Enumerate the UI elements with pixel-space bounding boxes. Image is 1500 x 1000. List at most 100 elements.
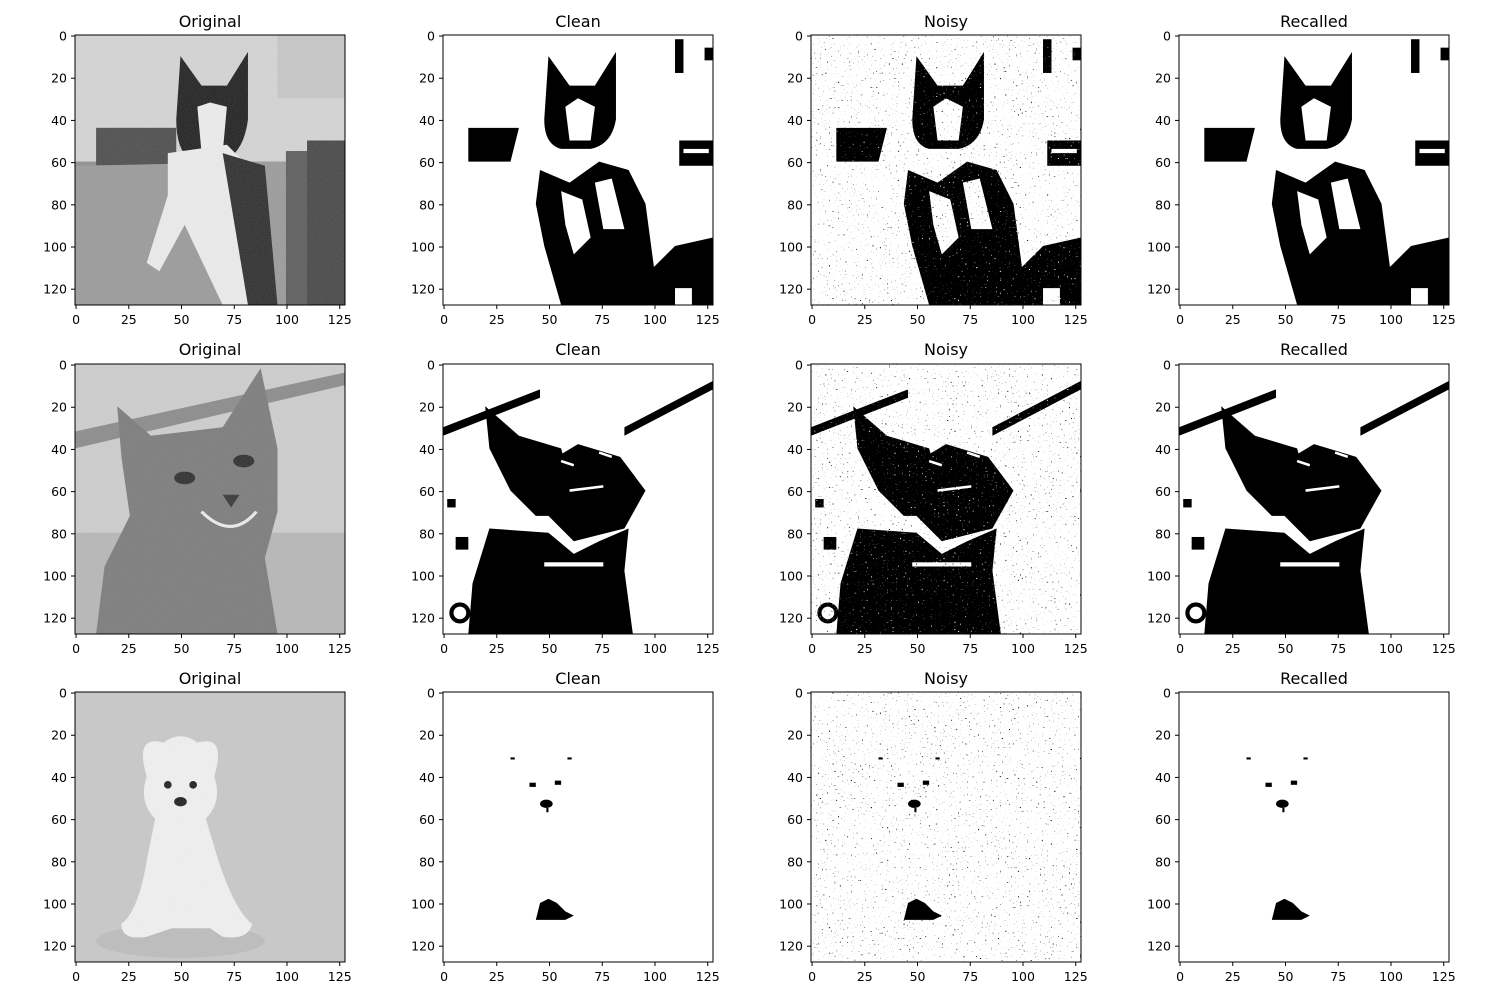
y-tick-label: 100	[1147, 568, 1171, 583]
y-tick-label: 0	[427, 29, 435, 44]
x-tick-label: 125	[1432, 312, 1456, 327]
x-tick-label: 0	[440, 641, 448, 656]
y-tick-label: 120	[43, 611, 67, 626]
axes-r1-c1: 0 25 50 75 100 125 0 20 40 60 80 100 120	[43, 29, 352, 327]
y-tick-label: 20	[419, 728, 435, 743]
axis-frame	[810, 363, 1082, 635]
x-tick-label: 75	[226, 312, 242, 327]
y-tick-label: 80	[419, 526, 435, 541]
y-tick-label: 60	[419, 484, 435, 499]
y-tick-label: 120	[779, 611, 803, 626]
panel-title-clean: Clean	[555, 12, 600, 31]
image-recalled-row3	[1179, 692, 1449, 962]
x-tick-label: 75	[962, 641, 978, 656]
y-tick-label: 0	[1163, 29, 1171, 44]
y-tick-label: 0	[1163, 358, 1171, 373]
y-tick-label: 40	[787, 113, 803, 128]
x-tick-label: 125	[1064, 969, 1088, 984]
y-tick-label: 100	[43, 896, 67, 911]
y-tick-label: 120	[43, 282, 67, 297]
y-tick-label: 100	[411, 239, 435, 254]
axis-frame	[442, 363, 714, 635]
image-noisy-row2	[811, 364, 1081, 634]
y-tick-label: 60	[787, 155, 803, 170]
x-tick-label: 100	[1379, 312, 1403, 327]
x-tick-label: 100	[275, 312, 299, 327]
x-tick-label: 25	[121, 969, 137, 984]
x-tick-label: 125	[696, 312, 720, 327]
y-tick-label: 40	[51, 770, 67, 785]
x-tick-label: 125	[696, 641, 720, 656]
x-tick-label: 50	[542, 312, 558, 327]
x-tick-label: 0	[808, 641, 816, 656]
x-tick-label: 25	[121, 641, 137, 656]
image-original-row3	[75, 692, 345, 962]
x-tick-label: 0	[440, 312, 448, 327]
y-tick-label: 100	[779, 896, 803, 911]
x-tick-label: 25	[489, 641, 505, 656]
x-tick-label: 0	[808, 969, 816, 984]
axis-frame	[810, 691, 1082, 963]
panel-title-noisy: Noisy	[924, 340, 968, 359]
x-tick-label: 50	[910, 641, 926, 656]
x-tick-label: 125	[1432, 641, 1456, 656]
y-tick-label: 60	[51, 812, 67, 827]
x-tick-label: 0	[72, 312, 80, 327]
y-tick-label: 100	[43, 239, 67, 254]
y-tick-label: 40	[1155, 442, 1171, 457]
image-recalled-row2	[1179, 364, 1449, 634]
x-tick-label: 50	[910, 969, 926, 984]
axis-frame	[1178, 34, 1450, 306]
x-tick-label: 50	[542, 641, 558, 656]
x-tick-label: 75	[962, 312, 978, 327]
y-tick-label: 120	[1147, 939, 1171, 954]
y-tick-label: 120	[411, 611, 435, 626]
x-tick-label: 125	[696, 969, 720, 984]
x-tick-label: 50	[174, 641, 190, 656]
x-tick-label: 0	[440, 969, 448, 984]
x-tick-label: 50	[174, 969, 190, 984]
x-tick-label: 125	[1064, 641, 1088, 656]
x-tick-label: 75	[1330, 312, 1346, 327]
y-tick-label: 80	[787, 854, 803, 869]
x-tick-label: 75	[1330, 641, 1346, 656]
axes-layer: 0 25 50 75 100 125 0 20 40 60 80 100 120 0 25 50 75 100 12…	[43, 29, 1456, 984]
x-tick-label: 75	[226, 641, 242, 656]
y-tick-label: 20	[419, 71, 435, 86]
y-tick-label: 80	[419, 854, 435, 869]
y-tick-label: 120	[411, 282, 435, 297]
panel-title-noisy: Noisy	[924, 12, 968, 31]
x-tick-label: 100	[643, 312, 667, 327]
image-clean-row2	[443, 364, 713, 634]
axes-r1-c3: 0 25 50 75 100 125 0 20 40 60 80 100 120	[779, 29, 1088, 327]
panel-title-original: Original	[179, 340, 242, 359]
x-tick-label: 125	[328, 312, 352, 327]
y-tick-label: 0	[1163, 686, 1171, 701]
y-tick-label: 80	[787, 197, 803, 212]
y-tick-label: 20	[787, 400, 803, 415]
y-tick-label: 0	[59, 29, 67, 44]
panel-title-noisy: Noisy	[924, 669, 968, 688]
y-tick-label: 40	[787, 770, 803, 785]
y-tick-label: 0	[795, 686, 803, 701]
y-tick-label: 80	[419, 197, 435, 212]
axes-r3-c4: 0 25 50 75 100 125 0 20 40 60 80 100 120	[1147, 686, 1456, 984]
panel-title-clean: Clean	[555, 340, 600, 359]
image-noisy-row3	[811, 692, 1081, 962]
panel-title-recalled: Recalled	[1280, 12, 1348, 31]
axis-frame	[1178, 691, 1450, 963]
x-tick-label: 100	[275, 641, 299, 656]
panel-title-original: Original	[179, 669, 242, 688]
y-tick-label: 120	[43, 939, 67, 954]
image-clean-row3	[443, 692, 713, 962]
axis-frame	[810, 34, 1082, 306]
panel-title-original: Original	[179, 12, 242, 31]
x-tick-label: 125	[1432, 969, 1456, 984]
y-tick-label: 40	[419, 113, 435, 128]
y-tick-label: 60	[787, 484, 803, 499]
y-tick-label: 120	[411, 939, 435, 954]
y-tick-label: 20	[51, 728, 67, 743]
x-tick-label: 75	[594, 641, 610, 656]
y-tick-label: 40	[1155, 113, 1171, 128]
y-tick-label: 40	[51, 113, 67, 128]
